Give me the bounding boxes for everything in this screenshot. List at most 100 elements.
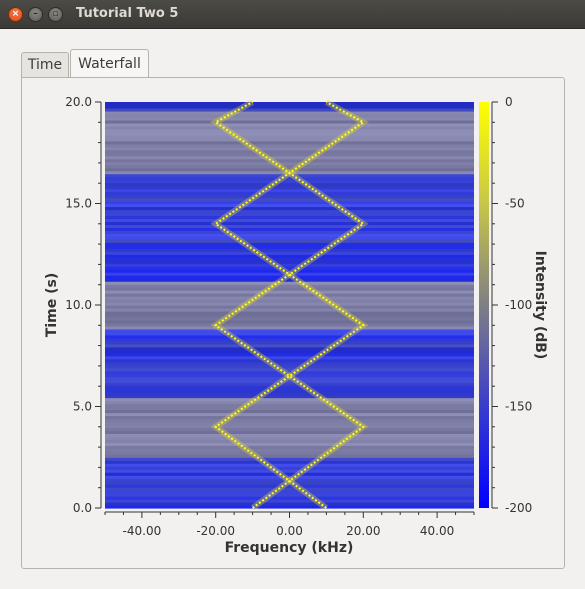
heatmap-row bbox=[105, 102, 474, 106]
heatmap-row bbox=[105, 125, 474, 130]
heatmap-row bbox=[105, 239, 474, 243]
heatmap-row bbox=[105, 233, 474, 237]
tab-time[interactable]: Time bbox=[21, 52, 69, 77]
colorbar-tick-label: 0 bbox=[505, 95, 513, 109]
heatmap-row bbox=[105, 260, 474, 264]
heatmap-row bbox=[105, 328, 474, 333]
waterfall-heatmap bbox=[105, 102, 474, 509]
heatmap-row bbox=[105, 340, 474, 345]
heatmap-row bbox=[105, 248, 474, 252]
heatmap-row bbox=[105, 439, 474, 443]
heatmap-row bbox=[105, 164, 474, 169]
tab-waterfall[interactable]: Waterfall bbox=[70, 49, 149, 78]
heatmap-row bbox=[105, 104, 474, 109]
heatmap-row bbox=[105, 451, 474, 455]
heatmap-row bbox=[105, 263, 474, 267]
heatmap-row bbox=[105, 472, 474, 476]
heatmap-row bbox=[105, 251, 474, 255]
x-axis-label: Frequency (kHz) bbox=[225, 540, 354, 556]
heatmap-row bbox=[105, 305, 474, 309]
heatmap-row bbox=[105, 275, 474, 279]
colorbar-label: Intensity (dB) bbox=[532, 251, 548, 360]
heatmap-row bbox=[105, 143, 474, 148]
heatmap-row bbox=[105, 403, 474, 408]
colorbar-tick-label: -50 bbox=[505, 197, 525, 211]
heatmap-row bbox=[105, 257, 474, 261]
heatmap-row bbox=[105, 152, 474, 157]
heatmap-row bbox=[105, 197, 474, 202]
heatmap-row bbox=[105, 227, 474, 231]
heatmap-row bbox=[105, 212, 474, 217]
heatmap-row bbox=[105, 161, 474, 166]
heatmap-row bbox=[105, 200, 474, 205]
y-tick-label: 10.0 bbox=[65, 298, 92, 312]
heatmap-row bbox=[105, 499, 474, 503]
heatmap-row bbox=[105, 209, 474, 214]
colorbar-axis: 0 -50 -100 -150 -200 bbox=[491, 95, 532, 515]
heatmap-row bbox=[105, 272, 474, 276]
heatmap-row bbox=[105, 191, 474, 196]
heatmap-row bbox=[105, 185, 474, 190]
heatmap-row bbox=[105, 385, 474, 390]
heatmap-row bbox=[105, 299, 474, 303]
heatmap-row bbox=[105, 137, 474, 142]
heatmap-row bbox=[105, 427, 474, 431]
heatmap-row bbox=[105, 505, 474, 509]
heatmap-row bbox=[105, 221, 474, 225]
heatmap-row bbox=[105, 266, 474, 270]
heatmap-row bbox=[105, 287, 474, 291]
heatmap-row bbox=[105, 397, 474, 402]
heatmap-row bbox=[105, 319, 474, 324]
heatmap-row bbox=[105, 179, 474, 184]
heatmap-row bbox=[105, 236, 474, 240]
colorbar-tick-label: -150 bbox=[505, 400, 532, 414]
heatmap-row bbox=[105, 242, 474, 246]
heatmap-row bbox=[105, 182, 474, 187]
heatmap-row bbox=[105, 245, 474, 249]
heatmap-row bbox=[105, 469, 474, 473]
y-tick-label: 20.0 bbox=[65, 95, 92, 109]
heatmap-row bbox=[105, 281, 474, 285]
heatmap-row bbox=[105, 167, 474, 172]
heatmap-row bbox=[105, 107, 474, 112]
heatmap-row bbox=[105, 457, 474, 461]
heatmap-row bbox=[105, 352, 474, 357]
heatmap-row bbox=[105, 478, 474, 482]
heatmap-row bbox=[105, 203, 474, 208]
heatmap-row bbox=[105, 155, 474, 160]
y-axis-label: Time (s) bbox=[44, 273, 60, 337]
heatmap-row bbox=[105, 346, 474, 351]
heatmap-row bbox=[105, 382, 474, 387]
heatmap-row bbox=[105, 475, 474, 479]
window-title: Tutorial Two 5 bbox=[76, 6, 179, 21]
heatmap-row bbox=[105, 334, 474, 339]
heatmap-row bbox=[105, 116, 474, 121]
heatmap-row bbox=[105, 158, 474, 163]
heatmap-row bbox=[105, 322, 474, 327]
heatmap-row bbox=[105, 415, 474, 420]
heatmap-row bbox=[105, 316, 474, 321]
heatmap-row bbox=[105, 448, 474, 452]
maximize-icon[interactable]: ▫ bbox=[48, 7, 63, 22]
colorbar-tick-label: -200 bbox=[505, 501, 532, 515]
heatmap-row bbox=[105, 131, 474, 136]
minimize-icon[interactable]: – bbox=[28, 7, 43, 22]
heatmap-row bbox=[105, 355, 474, 360]
x-tick-label: 20.00 bbox=[346, 524, 380, 538]
heatmap-row bbox=[105, 302, 474, 306]
close-icon[interactable]: × bbox=[8, 7, 23, 22]
y-tick-label: 5.0 bbox=[73, 400, 92, 414]
heatmap-row bbox=[105, 481, 474, 485]
heatmap-row bbox=[105, 206, 474, 211]
x-tick-label: -40.00 bbox=[123, 524, 162, 538]
heatmap-row bbox=[105, 370, 474, 375]
heatmap-row bbox=[105, 224, 474, 228]
y-tick-label: 0.0 bbox=[73, 501, 92, 515]
heatmap-row bbox=[105, 400, 474, 405]
heatmap-row bbox=[105, 361, 474, 366]
heatmap-row bbox=[105, 466, 474, 470]
heatmap-row bbox=[105, 487, 474, 491]
x-tick-label: 0.00 bbox=[276, 524, 303, 538]
heatmap-row bbox=[105, 293, 474, 297]
